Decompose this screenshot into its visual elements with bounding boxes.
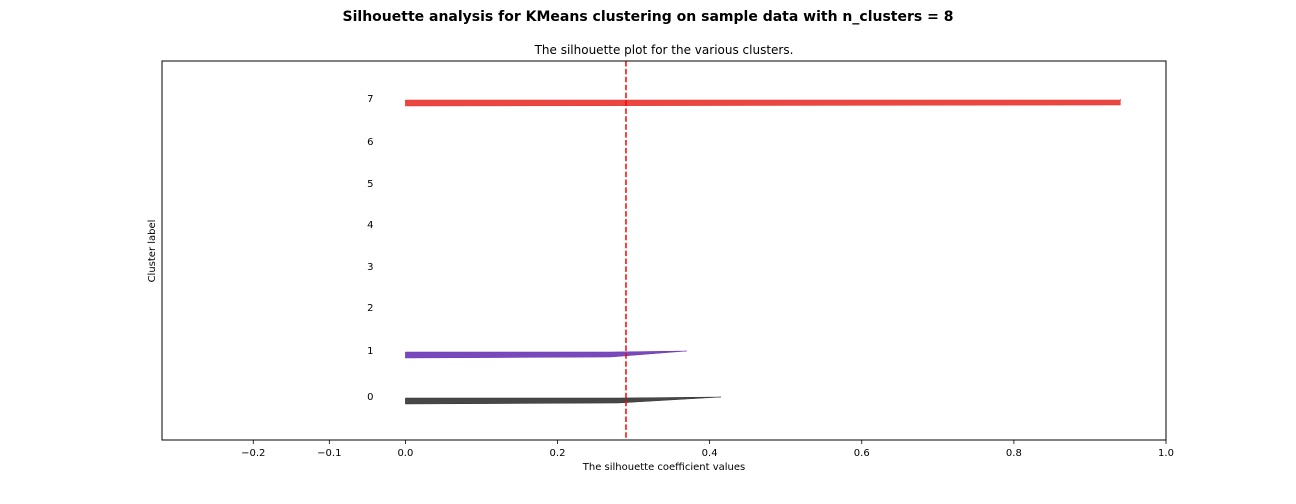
cluster-0-label: 0 <box>367 392 373 403</box>
cluster-1-label: 1 <box>367 346 373 357</box>
x-tick-label: 0.8 <box>1006 448 1022 459</box>
cluster-7-label: 7 <box>367 94 373 105</box>
x-tick-label: −0.2 <box>241 448 265 459</box>
x-tick-label: 0.6 <box>854 448 870 459</box>
cluster-7-silhouette-band <box>405 99 1121 107</box>
y-axis-label: Cluster label <box>147 220 158 283</box>
plot-frame <box>161 60 1167 441</box>
x-tick-label: 0.2 <box>550 448 566 459</box>
plot-title: The silhouette plot for the various clus… <box>534 43 794 57</box>
cluster-6-label: 6 <box>367 137 373 148</box>
plot-area: 0 1 2 3 4 5 6 7 <box>367 61 1121 440</box>
cluster-1-silhouette-band <box>405 350 687 359</box>
cluster-0-silhouette-band <box>405 396 722 405</box>
x-axis-label: The silhouette coefficient values <box>582 462 746 473</box>
cluster-3-label: 3 <box>367 262 373 273</box>
cluster-5-label: 5 <box>367 179 373 190</box>
cluster-2-label: 2 <box>367 303 373 314</box>
x-tick-label: 0.4 <box>702 448 718 459</box>
x-tick-label: 1.0 <box>1158 448 1174 459</box>
figure-suptitle: Silhouette analysis for KMeans clusterin… <box>343 9 954 25</box>
x-tick-label: 0.0 <box>397 448 413 459</box>
x-tick-label: −0.1 <box>317 448 341 459</box>
cluster-4-label: 4 <box>367 220 373 231</box>
